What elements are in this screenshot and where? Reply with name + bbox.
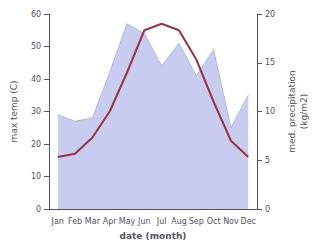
svg-text:Jul: Jul	[156, 217, 167, 226]
svg-text:Dec: Dec	[241, 217, 256, 226]
svg-text:40: 40	[31, 75, 41, 84]
svg-text:50: 50	[31, 42, 41, 51]
svg-text:Jan: Jan	[51, 217, 64, 226]
svg-text:Nov: Nov	[223, 217, 239, 226]
svg-text:Mar: Mar	[85, 217, 101, 226]
svg-text:10: 10	[265, 107, 275, 116]
svg-text:30: 30	[31, 107, 41, 116]
svg-text:10: 10	[31, 172, 41, 181]
svg-text:20: 20	[265, 10, 275, 19]
svg-text:Apr: Apr	[103, 217, 118, 226]
svg-text:0: 0	[36, 205, 41, 214]
svg-text:5: 5	[265, 156, 270, 165]
svg-text:May: May	[119, 217, 136, 226]
svg-text:Sep: Sep	[189, 217, 204, 226]
svg-text:Oct: Oct	[207, 217, 221, 226]
svg-text:20: 20	[31, 140, 41, 149]
svg-text:Feb: Feb	[68, 217, 82, 226]
svg-text:60: 60	[31, 10, 41, 19]
svg-text:max temp (C): max temp (C)	[9, 80, 19, 142]
svg-text:(kg/m2): (kg/m2)	[299, 94, 309, 129]
svg-text:15: 15	[265, 58, 275, 67]
svg-text:med. precipitation: med. precipitation	[287, 70, 297, 152]
svg-text:Jun: Jun	[137, 217, 151, 226]
svg-text:date (month): date (month)	[120, 231, 187, 241]
svg-text:0: 0	[265, 205, 270, 214]
svg-text:Aug: Aug	[171, 217, 187, 226]
